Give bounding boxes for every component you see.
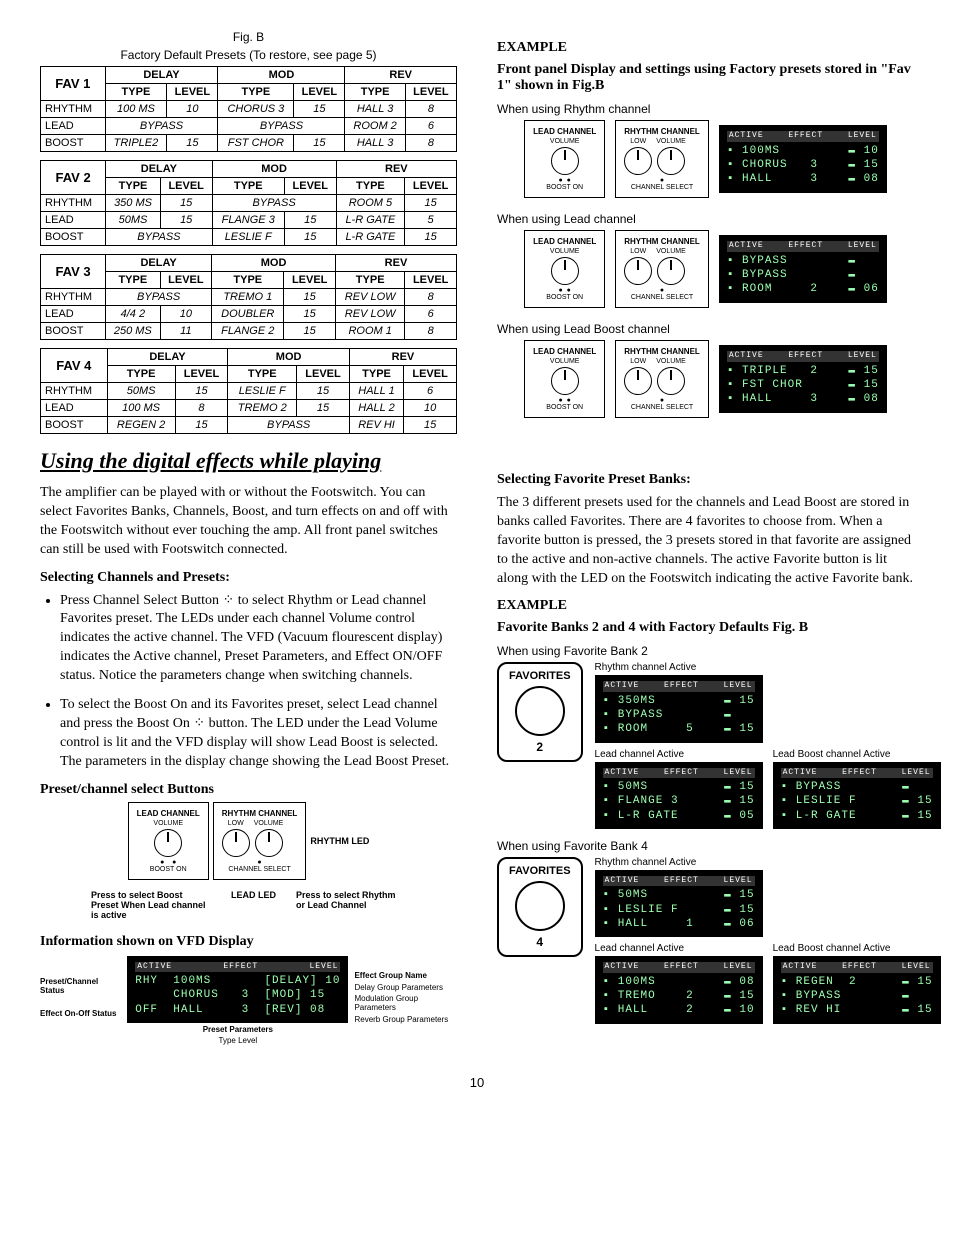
fb4-fav-num: 4	[509, 935, 571, 949]
vfd-bottom-2: Type Level	[127, 1036, 348, 1045]
fb2-rhy-label: Rhythm channel Active	[595, 662, 941, 673]
lead-volume-knob	[154, 829, 182, 857]
ex3-lead: LEAD CHANNELVOLUME● ●BOOST ON	[524, 340, 605, 418]
ex1-vfd: ACTIVEEFFECTLEVEL▪ 100MS ▬ 10▪ CHORUS 3 …	[719, 125, 887, 192]
fb2-fav-num: 2	[509, 740, 571, 754]
vfd-left-0: Preset/Channel Status	[40, 977, 121, 995]
vfd-right-0: Effect Group Name	[354, 971, 457, 980]
example2-sub: Favorite Banks 2 and 4 with Factory Defa…	[497, 620, 914, 636]
ex3-rhythm: RHYTHM CHANNELLOWVOLUME●CHANNEL SELECT	[615, 340, 709, 418]
fb4-vfds: Rhythm channel Active ACTIVEEFFECTLEVEL▪…	[595, 857, 941, 1024]
low-knob	[222, 829, 250, 857]
lead-led-label: LEAD LED	[231, 890, 276, 920]
sel-fav-para: The 3 different presets used for the cha…	[497, 494, 914, 588]
preset-table-fav3: FAV 3DELAYMODREVTYPELEVELTYPELEVELTYPELE…	[40, 254, 457, 340]
sel-fav-hdr: Selecting Favorite Preset Banks:	[497, 472, 914, 488]
fb4-rhy-vfd: ACTIVEEFFECTLEVEL▪ 50MS ▬ 15▪ LESLIE F ▬…	[595, 870, 763, 937]
ex2-lead: LEAD CHANNELVOLUME● ●BOOST ON	[524, 230, 605, 308]
bullet-2: To select the Boost On and its Favorites…	[60, 696, 457, 772]
ex3-caption: When using Lead Boost channel	[497, 322, 914, 336]
vfd-right-1: Delay Group Parameters	[354, 983, 457, 992]
preset-channel-diagram: LEAD CHANNEL VOLUME ● ● BOOST ON RHYTHM …	[40, 802, 457, 920]
vfd-bottom-1: Preset Parameters	[127, 1025, 348, 1034]
rhythm-channel-box: RHYTHM CHANNEL LOW VOLUME ● CHANNEL SELE…	[213, 802, 307, 880]
left-column: Fig. B Factory Default Presets (To resto…	[40, 30, 457, 1055]
low-label: LOW	[222, 820, 250, 827]
vfd-left-1: Effect On-Off Status	[40, 1009, 121, 1018]
fb2-vfds: Rhythm channel Active ACTIVEEFFECTLEVEL▪…	[595, 662, 941, 829]
fb4-caption: When using Favorite Bank 4	[497, 839, 914, 853]
fb2-rhy-vfd: ACTIVEEFFECTLEVEL▪ 350MS ▬ 15▪ BYPASS ▬ …	[595, 675, 763, 742]
fb2-row: FAVORITES 2 Rhythm channel Active ACTIVE…	[497, 662, 914, 829]
lead-ch-label: LEAD CHANNEL	[137, 809, 200, 818]
fb4-boost-label: Lead Boost channel Active	[773, 943, 941, 954]
fb2-fav-knob	[515, 686, 565, 736]
preset-table-fav1: FAV 1DELAYMODREVTYPELEVELTYPELEVELTYPELE…	[40, 66, 457, 152]
example2-hdr: EXAMPLE	[497, 598, 914, 614]
ex2-caption: When using Lead channel	[497, 212, 914, 226]
boost-on-label: BOOST ON	[137, 866, 200, 873]
ex1-rhythm: RHYTHM CHANNELLOWVOLUME●CHANNEL SELECT	[615, 120, 709, 198]
vfd-info-diagram: Preset/Channel Status Effect On-Off Stat…	[40, 956, 457, 1045]
fb4-fav-label: FAVORITES	[509, 865, 571, 877]
preset-table-fav4: FAV 4DELAYMODREVTYPELEVELTYPELEVELTYPELE…	[40, 348, 457, 434]
fb2-fav-label: FAVORITES	[509, 670, 571, 682]
page-number: 10	[40, 1075, 914, 1090]
rhythm-ch-label: RHYTHM CHANNEL	[222, 809, 298, 818]
press-boost-label: Press to select Boost Preset When Lead c…	[91, 890, 211, 920]
vfd-left-labels: Preset/Channel Status Effect On-Off Stat…	[40, 956, 121, 1026]
fb4-boost-vfd: ACTIVEEFFECTLEVEL▪ REGEN 2 ▬ 15▪ BYPASS …	[773, 956, 941, 1023]
fb2-caption: When using Favorite Bank 2	[497, 644, 914, 658]
lead-channel-box: LEAD CHANNEL VOLUME ● ● BOOST ON	[128, 802, 209, 880]
fb4-lead-vfd: ACTIVEEFFECTLEVEL▪ 100MS ▬ 08▪ TREMO 2 ▬…	[595, 956, 763, 1023]
fb2-lead-label: Lead channel Active	[595, 749, 763, 760]
fb4-fav-panel: FAVORITES 4	[497, 857, 583, 957]
intro-para: The amplifier can be played with or with…	[40, 484, 457, 560]
ex3-vfd: ACTIVEEFFECTLEVEL▪ TRIPLE 2 ▬ 15▪ FST CH…	[719, 345, 887, 412]
vfd-right-2: Modulation Group Parameters	[354, 994, 457, 1012]
selecting-channels-hdr: Selecting Channels and Presets:	[40, 570, 457, 586]
fb2-fav-panel: FAVORITES 2	[497, 662, 583, 762]
fb2-lead-vfd: ACTIVEEFFECTLEVEL▪ 50MS ▬ 15▪ FLANGE 3 ▬…	[595, 762, 763, 829]
ex1-caption: When using Rhythm channel	[497, 102, 914, 116]
vfd-right-3: Reverb Group Parameters	[354, 1015, 457, 1024]
preset-btn-hdr: Preset/channel select Buttons	[40, 782, 457, 798]
vfd-info-hdr: Information shown on VFD Display	[40, 934, 457, 950]
fb2-boost-vfd: ACTIVEEFFECTLEVEL▪ BYPASS ▬ ▪ LESLIE F ▬…	[773, 762, 941, 829]
fb2-boost-label: Lead Boost channel Active	[773, 749, 941, 760]
example-sub: Front panel Display and settings using F…	[497, 62, 914, 94]
right-column: EXAMPLE Front panel Display and settings…	[497, 30, 914, 1055]
vfd-display-main: ACTIVEEFFECTLEVELRHY 100MS [DELAY] 10 CH…	[127, 956, 348, 1023]
ex1-lead: LEAD CHANNELVOLUME● ●BOOST ON	[524, 120, 605, 198]
bullet-list: Press Channel Select Button ⁘ to select …	[40, 592, 457, 772]
chsel-label: CHANNEL SELECT	[222, 866, 298, 873]
fig-caption-2: Factory Default Presets (To restore, see…	[40, 48, 457, 62]
fb4-row: FAVORITES 4 Rhythm channel Active ACTIVE…	[497, 857, 914, 1024]
ex2-rhythm: RHYTHM CHANNELLOWVOLUME●CHANNEL SELECT	[615, 230, 709, 308]
bullet-1: Press Channel Select Button ⁘ to select …	[60, 592, 457, 686]
fb4-rhy-label: Rhythm channel Active	[595, 857, 941, 868]
ex1-row: LEAD CHANNELVOLUME● ●BOOST ON RHYTHM CHA…	[497, 120, 914, 198]
rhy-vol-knob	[255, 829, 283, 857]
fb4-fav-knob	[515, 881, 565, 931]
fb4-lead-label: Lead channel Active	[595, 943, 763, 954]
fig-caption-1: Fig. B	[40, 30, 457, 44]
ex2-vfd: ACTIVEEFFECTLEVEL▪ BYPASS ▬ ▪ BYPASS ▬ ▪…	[719, 235, 887, 302]
press-ch-label: Press to select Rhythm or Lead Channel	[296, 890, 406, 920]
ex2-row: LEAD CHANNELVOLUME● ●BOOST ON RHYTHM CHA…	[497, 230, 914, 308]
rhythm-led-label: RHYTHM LED	[310, 802, 369, 880]
preset-table-fav2: FAV 2DELAYMODREVTYPELEVELTYPELEVELTYPELE…	[40, 160, 457, 246]
ex3-row: LEAD CHANNELVOLUME● ●BOOST ON RHYTHM CHA…	[497, 340, 914, 418]
section-title: Using the digital effects while playing	[40, 448, 457, 474]
volume-label: VOLUME	[137, 820, 200, 827]
example-hdr: EXAMPLE	[497, 40, 914, 56]
rhy-vol-label: VOLUME	[254, 820, 284, 827]
vfd-right-labels: Effect Group Name Delay Group Parameters…	[354, 956, 457, 1026]
